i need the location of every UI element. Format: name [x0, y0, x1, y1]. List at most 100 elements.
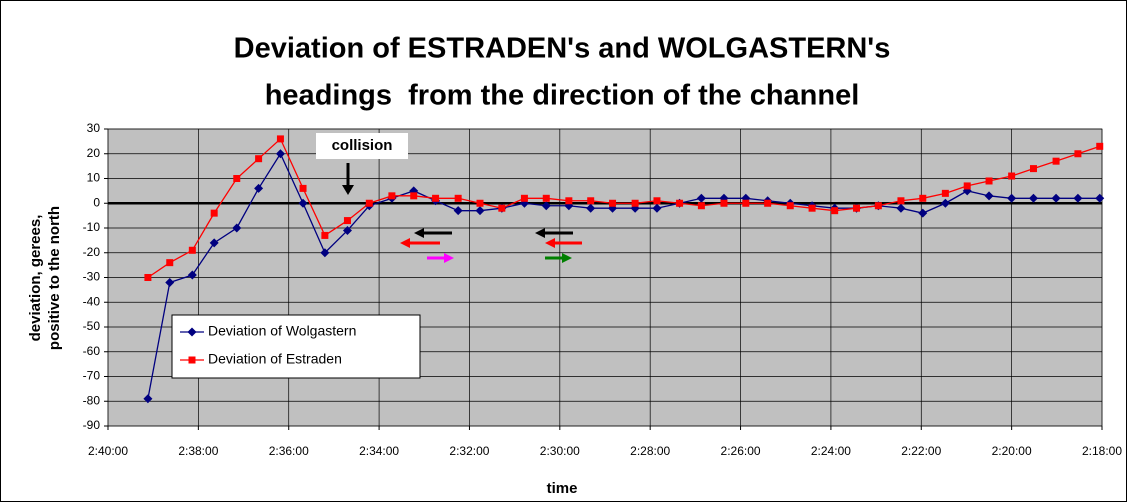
marker [676, 199, 684, 207]
arrowhead [535, 228, 545, 238]
marker [210, 209, 218, 217]
marker [1008, 172, 1016, 180]
y-tick-label: -20 [83, 245, 101, 259]
marker [764, 199, 772, 207]
marker [1073, 193, 1083, 203]
x-tick-label: 2:32:00 [449, 444, 489, 458]
marker [143, 394, 153, 404]
marker [320, 248, 330, 258]
x-tick-label: 2:36:00 [269, 444, 309, 458]
x-tick-label: 2:24:00 [811, 444, 851, 458]
marker [565, 197, 573, 205]
marker [831, 207, 839, 215]
x-tick-label: 2:18:00 [1082, 444, 1122, 458]
marker [453, 206, 463, 216]
x-tick-label: 2:34:00 [359, 444, 399, 458]
arrows [342, 163, 582, 263]
y-axis-label: positive to the north [46, 206, 63, 350]
x-tick-label: 2:26:00 [721, 444, 761, 458]
marker [697, 202, 705, 210]
series-line [147, 137, 1100, 279]
marker [586, 203, 596, 213]
legend-label: Deviation of Wolgastern [208, 323, 356, 339]
marker [696, 193, 706, 203]
marker [742, 199, 750, 207]
arrowhead [414, 228, 424, 238]
marker [897, 197, 905, 205]
legend-label: Deviation of Estraden [208, 351, 342, 367]
marker [808, 204, 816, 212]
arrowhead [545, 238, 555, 248]
y-tick-label: 10 [87, 171, 101, 185]
marker [187, 327, 197, 337]
marker [1007, 193, 1017, 203]
marker [254, 183, 264, 193]
y-tick-label: -60 [83, 344, 101, 358]
marker [609, 199, 617, 207]
annotation: collision [332, 137, 393, 154]
marker [233, 175, 241, 182]
y-axis-label: deviation, gerees, [27, 215, 44, 342]
arrowhead [400, 238, 410, 248]
marker [1051, 193, 1061, 203]
marker [631, 199, 639, 207]
y-tick-label: -90 [83, 418, 101, 432]
arrowhead [444, 253, 454, 263]
marker [786, 202, 794, 210]
marker [187, 270, 197, 280]
marker [653, 197, 661, 205]
marker [188, 246, 196, 254]
marker [188, 356, 196, 364]
marker [520, 194, 528, 202]
series-line [147, 152, 1100, 399]
chart-title: Deviation of ESTRADEN's and WOLGASTERN's [234, 33, 891, 65]
y-tick-label: -80 [83, 393, 101, 407]
x-tick-label: 2:20:00 [992, 444, 1032, 458]
annotation-box [316, 133, 408, 159]
y-tick-label: 0 [93, 195, 100, 209]
y-tick-label: 20 [87, 146, 101, 160]
arrowhead [562, 253, 572, 263]
y-tick-label: -40 [83, 294, 101, 308]
marker [232, 223, 242, 233]
marker [918, 208, 928, 218]
marker [476, 199, 484, 207]
marker [941, 189, 949, 197]
marker [919, 194, 927, 202]
marker [365, 199, 373, 207]
chart-title: headings from the direction of the chann… [265, 80, 860, 112]
marker [432, 194, 440, 202]
marker [896, 203, 906, 213]
marker [166, 259, 174, 267]
x-tick-label: 2:28:00 [630, 444, 670, 458]
marker [342, 225, 352, 235]
marker [343, 217, 351, 225]
marker [963, 182, 971, 190]
marker [1095, 193, 1105, 203]
y-tick-label: -10 [83, 220, 101, 234]
marker [321, 231, 329, 239]
x-axis-label: time [547, 480, 578, 497]
marker [454, 194, 462, 202]
y-tick-label: -30 [83, 270, 101, 284]
marker [410, 192, 418, 200]
arrowhead [342, 185, 354, 195]
marker [144, 274, 152, 281]
marker [1052, 157, 1060, 165]
x-tick-label: 2:40:00 [88, 444, 128, 458]
legend-box [171, 314, 421, 379]
marker [255, 155, 263, 163]
marker [1096, 142, 1104, 150]
marker [1029, 165, 1037, 173]
marker [587, 197, 595, 205]
x-tick-label: 2:30:00 [540, 444, 580, 458]
marker [1028, 193, 1038, 203]
marker [299, 184, 307, 192]
marker [652, 203, 662, 213]
marker [498, 204, 506, 212]
x-tick-label: 2:22:00 [901, 444, 941, 458]
marker [541, 201, 551, 211]
marker [984, 191, 994, 201]
marker [853, 204, 861, 212]
